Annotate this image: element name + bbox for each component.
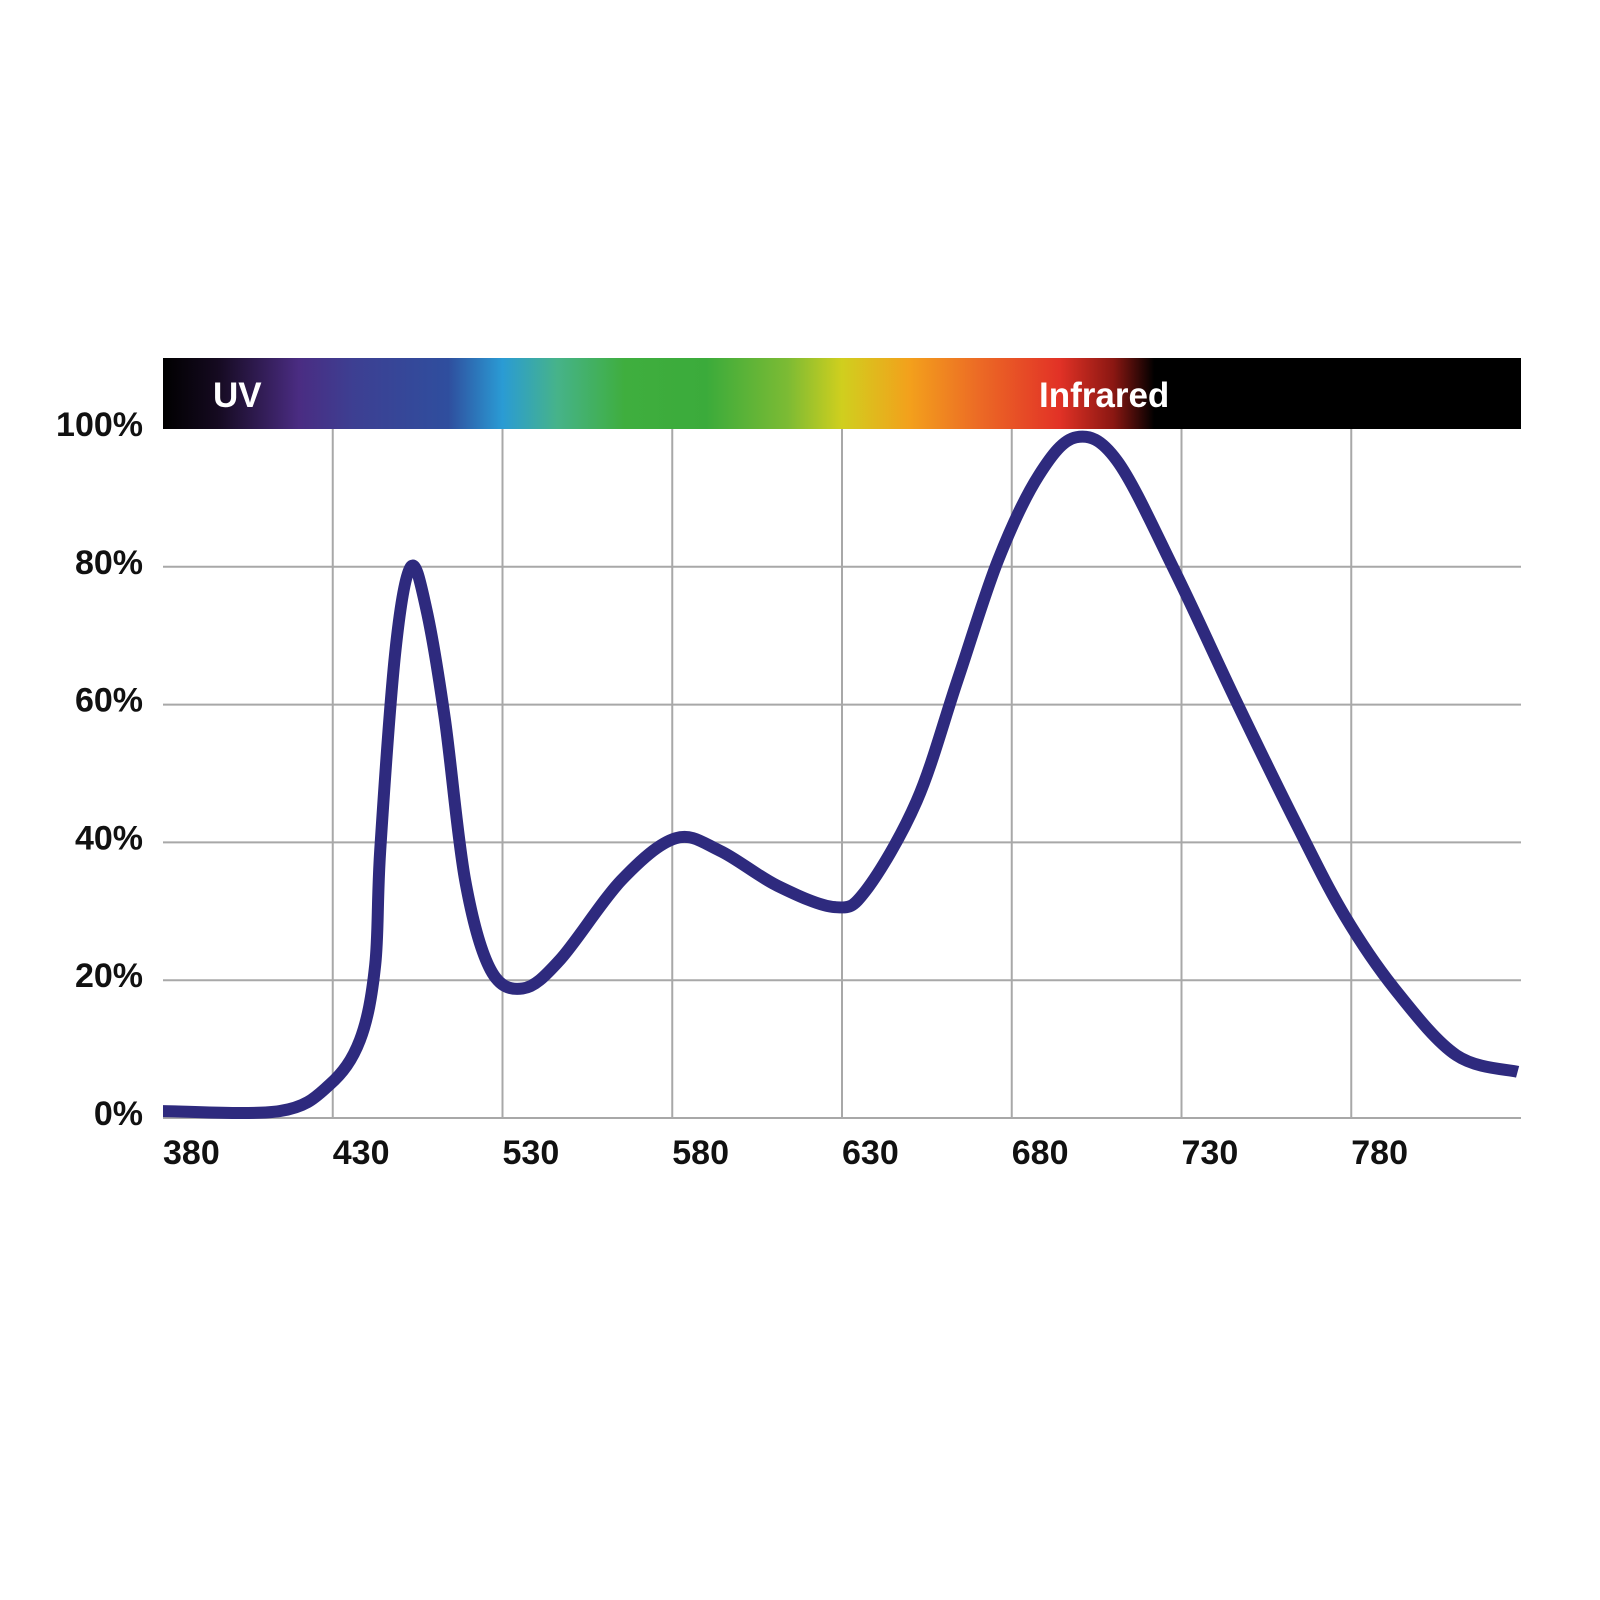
y-tick-label: 100%: [56, 406, 143, 444]
x-tick-label: 780: [1351, 1134, 1408, 1172]
series-line: [162, 430, 1520, 1120]
y-tick-label: 0%: [94, 1095, 143, 1133]
x-tick-label: 530: [503, 1134, 560, 1172]
y-tick-label: 60%: [75, 682, 143, 720]
spectrum-bar: [163, 358, 1521, 429]
x-tick-label: 680: [1012, 1134, 1069, 1172]
y-tick-label: 20%: [75, 957, 143, 995]
band-label: UV: [213, 376, 262, 415]
x-tick-label: 380: [163, 1134, 220, 1172]
x-tick-label: 630: [842, 1134, 899, 1172]
band-label: Infrared: [1039, 376, 1169, 415]
x-tick-label: 430: [333, 1134, 390, 1172]
x-tick-label: 580: [672, 1134, 729, 1172]
y-tick-label: 40%: [75, 819, 143, 857]
y-tick-label: 80%: [75, 544, 143, 582]
x-tick-label: 730: [1182, 1134, 1239, 1172]
